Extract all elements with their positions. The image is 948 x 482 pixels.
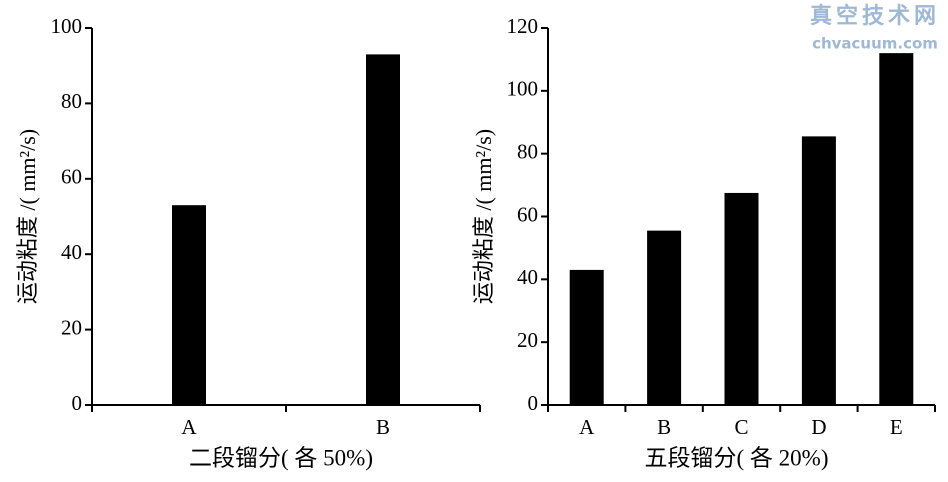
y-tick-label: 80 (61, 89, 82, 113)
y-tick-label: 0 (528, 391, 539, 415)
y-tick-label: 80 (517, 139, 538, 163)
bar (879, 53, 914, 406)
watermark-title: 真空技术网 (810, 3, 940, 28)
bar (724, 192, 759, 405)
y-tick-label: 100 (51, 14, 83, 38)
y-tick-label: 60 (61, 165, 82, 189)
y-axis-label: 运动粘度 /( mm²/s) (15, 129, 40, 304)
bar (647, 230, 682, 405)
y-tick-label: 100 (507, 77, 539, 101)
y-tick-label: 120 (507, 14, 539, 38)
x-tick-label: E (890, 415, 903, 439)
x-axis-label: 五段镏分( 各 20%) (645, 445, 829, 470)
x-tick-label: B (657, 415, 671, 439)
bar (801, 136, 836, 405)
y-tick-label: 40 (517, 265, 538, 289)
x-tick-label: A (181, 415, 197, 439)
x-tick-label: A (579, 415, 595, 439)
x-tick-label: C (734, 415, 748, 439)
x-axis-label: 二段镏分( 各 50%) (189, 445, 373, 470)
y-tick-label: 0 (72, 391, 83, 415)
x-tick-label: B (376, 415, 390, 439)
bar (172, 205, 206, 405)
y-tick-label: 20 (61, 315, 82, 339)
x-tick-label: D (811, 415, 826, 439)
bar (366, 54, 400, 405)
watermark-url: chvacuum.com (812, 35, 938, 53)
y-tick-label: 40 (61, 240, 82, 264)
y-tick-label: 20 (517, 328, 538, 352)
y-axis-label: 运动粘度 /( mm²/s) (471, 129, 496, 304)
bar (569, 269, 604, 405)
y-tick-label: 60 (517, 202, 538, 226)
